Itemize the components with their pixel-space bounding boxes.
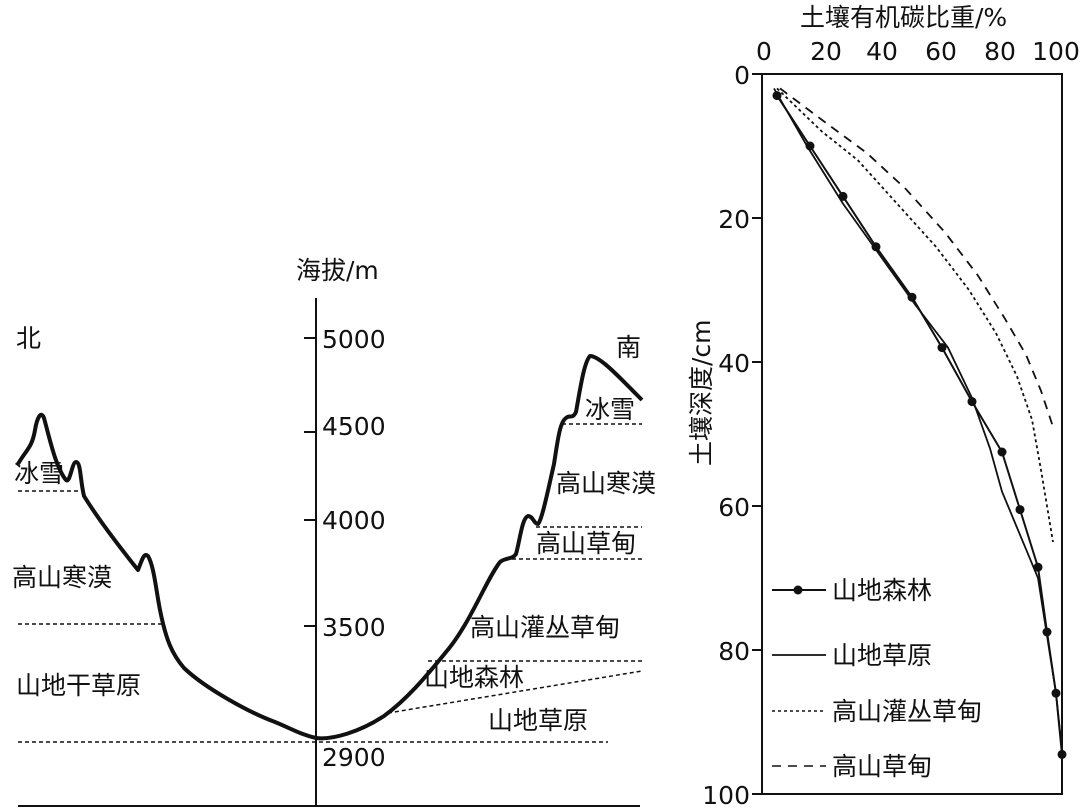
series-point bbox=[871, 242, 881, 252]
series-line-1 bbox=[773, 87, 1063, 794]
legend-swatch-forest-dot bbox=[793, 585, 803, 595]
series-point bbox=[907, 292, 917, 302]
elevation-profile: 5000 4500 4000 3500 2900 海拔/m 北 南 冰雪 高山寒… bbox=[12, 256, 656, 807]
chart-y-ticks: 0 20 40 60 80 100 bbox=[702, 61, 762, 809]
legend-label-shrub-meadow: 高山灌丛草甸 bbox=[832, 697, 982, 726]
north-zone-label: 山地干草原 bbox=[16, 671, 141, 700]
y-tick-label: 80 bbox=[718, 637, 750, 666]
south-zone-label: 山地草原 bbox=[488, 706, 588, 735]
north-label: 北 bbox=[16, 324, 41, 353]
series-line-2 bbox=[776, 87, 1054, 543]
x-tick-label: 80 bbox=[984, 37, 1016, 66]
legend-label-alpine-meadow: 高山草甸 bbox=[832, 752, 932, 781]
chart-x-axis-label: 土壤有机碳比重/% bbox=[800, 3, 1007, 32]
x-tick-label: 40 bbox=[866, 37, 898, 66]
y-tick-label: 60 bbox=[718, 493, 750, 522]
elevation-tick-label: 4500 bbox=[322, 412, 386, 441]
chart-series bbox=[772, 87, 1067, 794]
north-zone-label: 高山寒漠 bbox=[12, 563, 112, 592]
series-point bbox=[997, 447, 1007, 457]
soc-chart: 土壤有机碳比重/% 土壤深度/cm 0 20 40 60 80 100 0 20… bbox=[687, 3, 1080, 809]
elevation-tick-label: 3500 bbox=[322, 613, 386, 642]
series-line-0 bbox=[776, 95, 1063, 794]
x-tick-label: 20 bbox=[810, 37, 842, 66]
y-tick-label: 40 bbox=[718, 349, 750, 378]
series-line-3 bbox=[779, 87, 1054, 428]
north-zone-label: 冰雪 bbox=[14, 459, 64, 488]
y-tick-label: 20 bbox=[718, 205, 750, 234]
elevation-tick-label: 2900 bbox=[322, 743, 386, 772]
south-label: 南 bbox=[616, 333, 641, 362]
chart-y-axis-label: 土壤深度/cm bbox=[687, 319, 716, 466]
y-tick-label: 0 bbox=[734, 61, 750, 90]
chart-frame bbox=[761, 73, 1063, 795]
series-point bbox=[1015, 505, 1025, 515]
x-tick-label: 0 bbox=[756, 37, 772, 66]
south-zone-label: 高山草甸 bbox=[536, 529, 636, 558]
mountain-silhouette bbox=[16, 354, 644, 741]
x-tick-label: 100 bbox=[1032, 37, 1080, 66]
elevation-tick-label: 5000 bbox=[322, 325, 386, 354]
south-zone-label: 高山寒漠 bbox=[556, 469, 656, 498]
chart-x-ticks: 0 20 40 60 80 100 bbox=[756, 37, 1080, 66]
legend-label-forest: 山地森林 bbox=[832, 576, 932, 605]
south-zone-label: 山地森林 bbox=[424, 663, 524, 692]
series-point bbox=[1033, 562, 1043, 572]
elevation-tick-label: 4000 bbox=[322, 506, 386, 535]
elevation-axis-label: 海拔/m bbox=[296, 256, 379, 285]
south-zone-label: 高山灌丛草甸 bbox=[470, 613, 620, 642]
chart-legend: 山地森林 山地草原 高山灌丛草甸 高山草甸 bbox=[772, 576, 982, 781]
legend-label-grassland: 山地草原 bbox=[832, 641, 932, 670]
series-point bbox=[937, 343, 947, 353]
y-tick-label: 100 bbox=[702, 781, 750, 809]
south-zone-label: 冰雪 bbox=[585, 395, 635, 424]
x-tick-label: 60 bbox=[925, 37, 957, 66]
zone-boundary bbox=[387, 670, 643, 714]
